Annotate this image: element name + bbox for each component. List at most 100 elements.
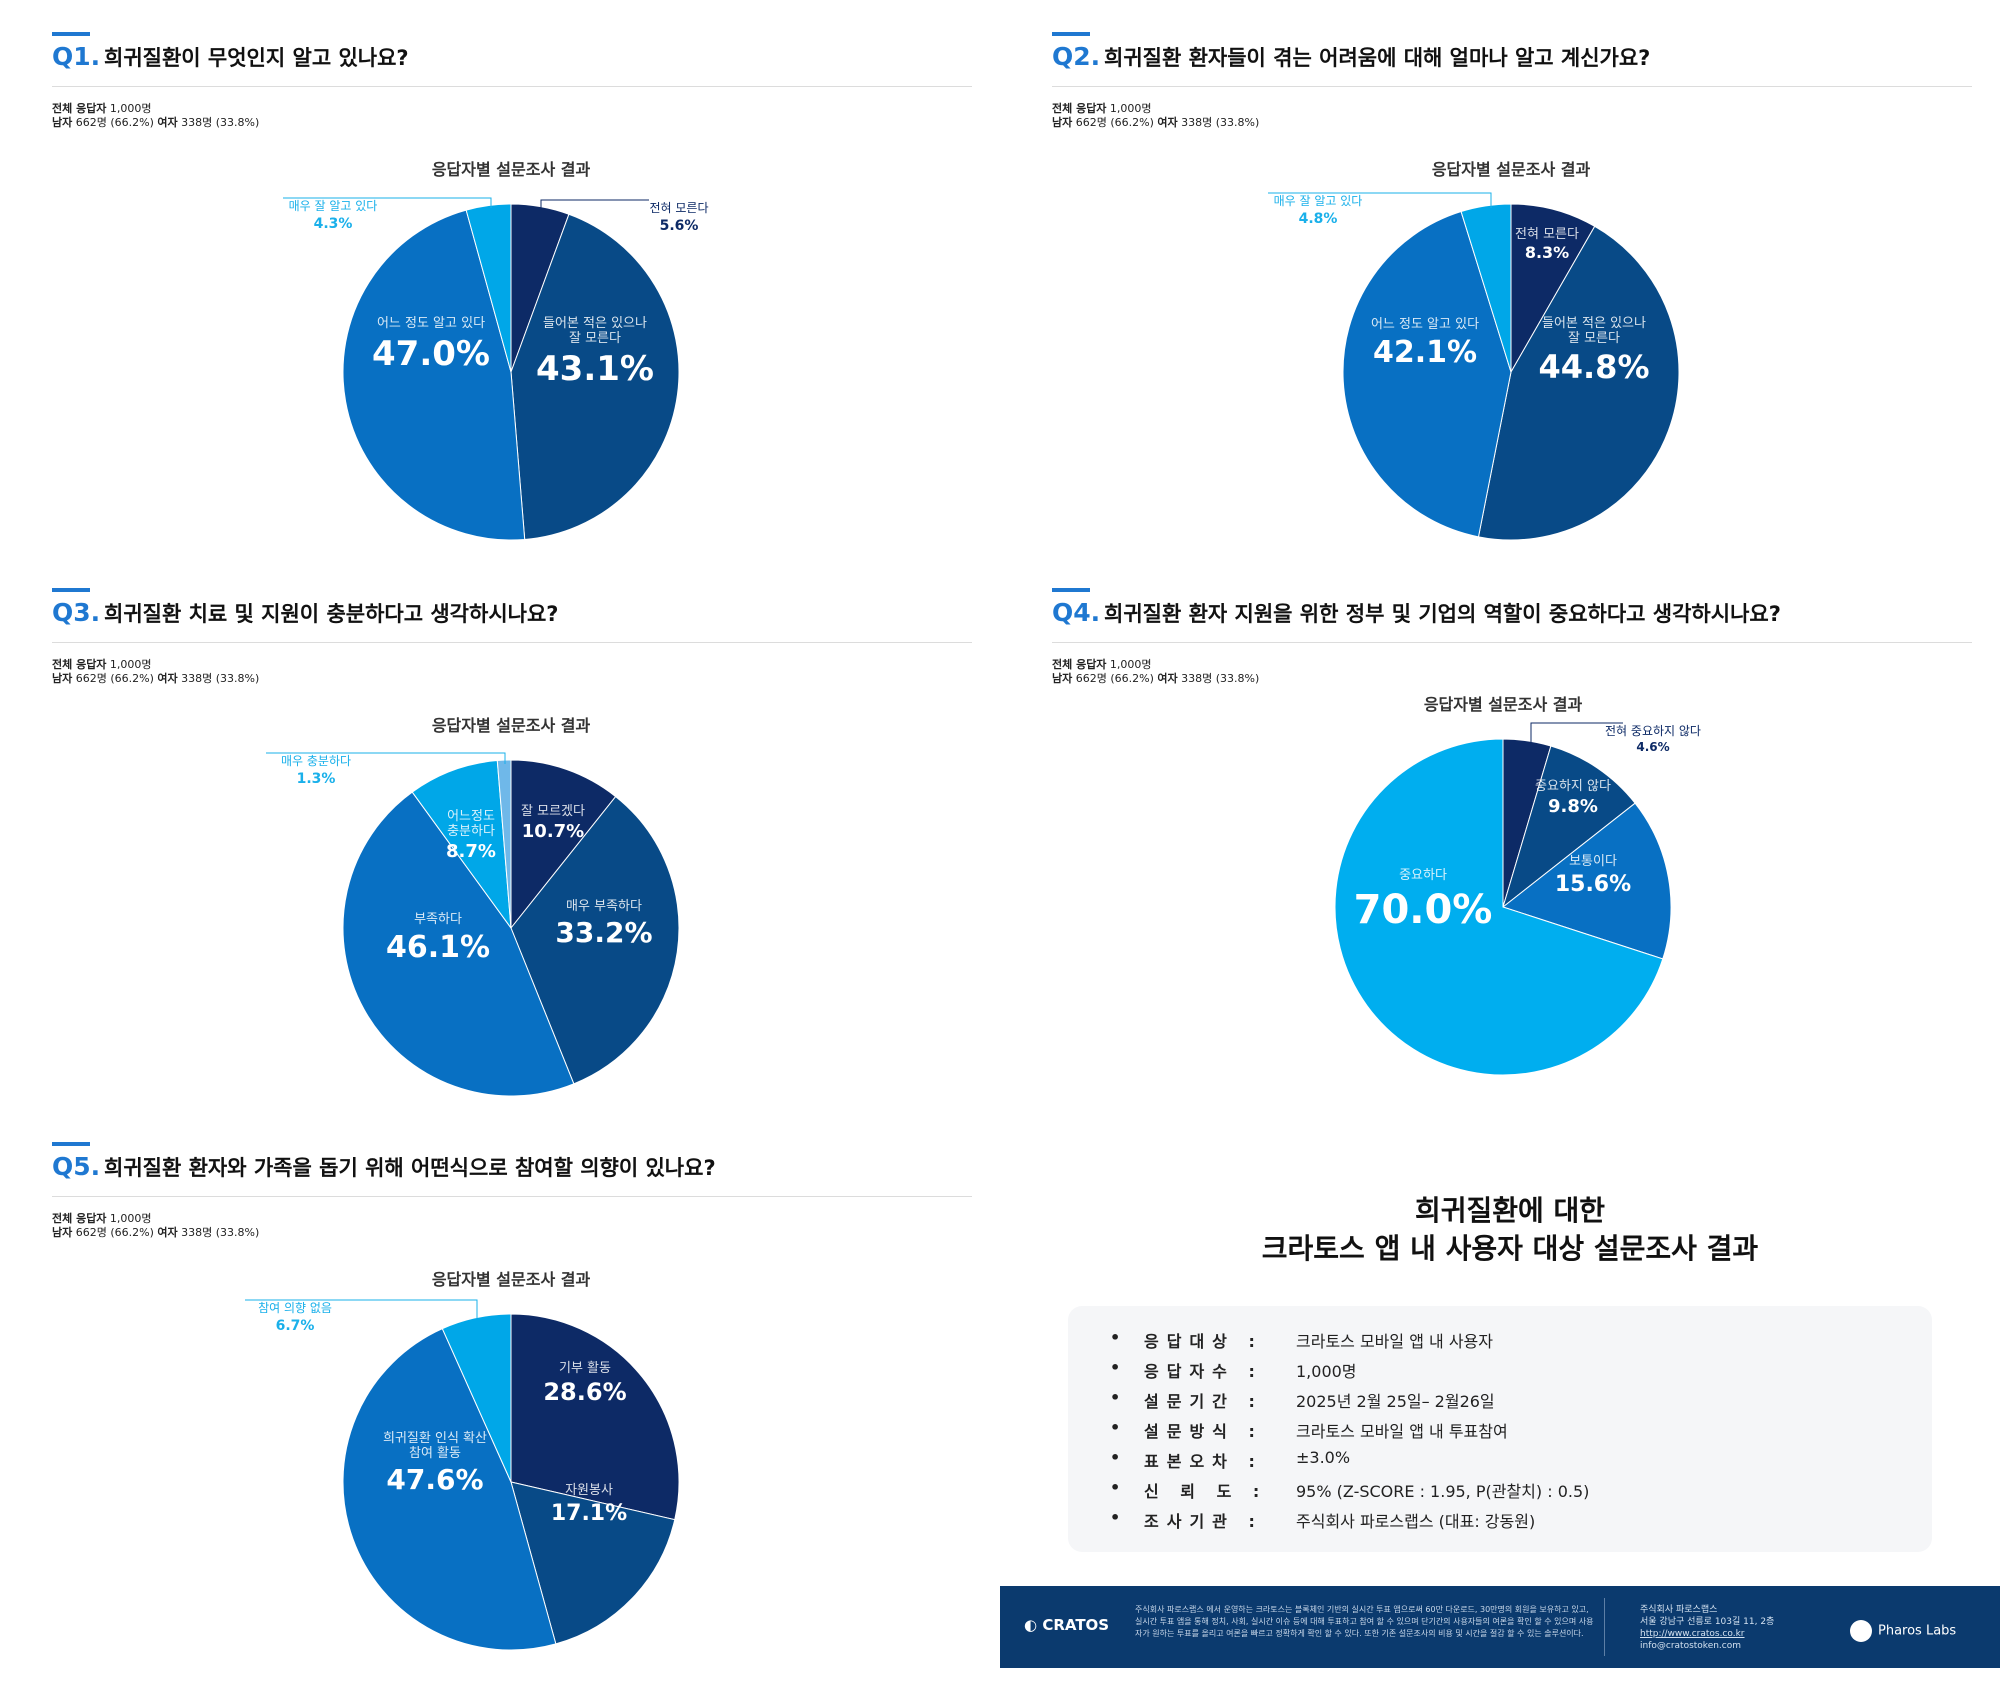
respondent-female-value: 338명 (33.8%) xyxy=(1177,672,1260,685)
respondent-male-label: 남자 xyxy=(52,1226,73,1239)
slice-label: 충분하다 xyxy=(447,824,495,839)
slice-percent: 8.3% xyxy=(1525,243,1569,262)
summary-value: 95% (Z-SCORE : 1.95, P(관찰치) : 0.5) xyxy=(1296,1482,1590,1501)
question-title: 희귀질환 환자들이 겪는 어려움에 대해 얼마나 알고 계신가요? xyxy=(1104,46,1651,70)
pie-slice xyxy=(1510,203,1596,374)
respondent-total-label: 전체 응답자 xyxy=(52,102,107,115)
summary-value: ±3.0% xyxy=(1296,1448,1351,1467)
question-divider xyxy=(1052,642,1972,643)
slice-label: 전혀 모른다 xyxy=(649,201,708,215)
footer-description: 주식회사 파로스랩스 에서 운영하는 크라토스는 블록체인 기반의 실시간 투표… xyxy=(1135,1605,1594,1638)
survey-summary-box: • 응답대상 : 크라토스 모바일 앱 내 사용자 • 응답자수 : 1,000명 • 설문기… xyxy=(1068,1306,1932,1552)
question-accent-bar xyxy=(1052,32,1090,36)
pie-slice xyxy=(1460,203,1512,373)
respondent-meta: 전체 응답자 1,000명 남자 662명 (66.2%) 여자 338명 (33… xyxy=(1052,102,1259,130)
respondent-female-label: 여자 xyxy=(157,672,178,685)
pharos-labs-icon xyxy=(1850,1620,1872,1642)
summary-label: 응답대상 : xyxy=(1144,1332,1263,1351)
question-divider xyxy=(52,86,972,87)
summary-label: 응답자수 : xyxy=(1144,1362,1263,1381)
respondent-meta: 전체 응답자 1,000명 남자 662명 (66.2%) 여자 338명 (33… xyxy=(52,658,259,686)
respondent-male-label: 남자 xyxy=(1052,116,1073,129)
respondent-female-value: 338명 (33.8%) xyxy=(177,1226,260,1239)
respondent-meta: 전체 응답자 1,000명 남자 662명 (66.2%) 여자 338명 (33… xyxy=(1052,658,1259,686)
respondent-female-label: 여자 xyxy=(1157,672,1178,685)
slice-label: 중요하지 않다 xyxy=(1535,779,1611,794)
chart-subtitle: 응답자별 설문조사 결과 xyxy=(431,716,591,735)
chart-panel-q1: Q1. 희귀질환이 무엇인지 알고 있나요? 전체 응답자 1,000명 남자 662… xyxy=(52,32,1012,572)
summary-label: 신 뢰 도 : xyxy=(1144,1482,1268,1501)
respondent-female-value: 338명 (33.8%) xyxy=(177,116,260,129)
leader-line xyxy=(283,197,492,208)
respondent-total: 전체 응답자 1,000명 xyxy=(52,1212,259,1226)
question-accent-bar xyxy=(52,1142,90,1146)
slice-label: 들어본 적은 있으나 xyxy=(1542,316,1646,331)
question-accent-bar xyxy=(52,588,90,592)
summary-value: 크라토스 모바일 앱 내 사용자 xyxy=(1296,1332,1493,1351)
slice-label: 참여 의향 없음 xyxy=(258,1301,332,1315)
slice-label: 어느정도 xyxy=(447,809,495,824)
cratos-logo-icon: ◐ xyxy=(1024,1616,1043,1634)
slice-label: 전혀 모른다 xyxy=(1515,227,1579,242)
cratos-logo: ◐ CRATOS xyxy=(1024,1616,1109,1634)
question-divider xyxy=(1052,86,1972,87)
slice-percent: 1.3% xyxy=(297,771,336,787)
respondent-total-value: 1,000명 xyxy=(1106,658,1152,671)
leader-line xyxy=(266,752,506,764)
summary-title-line2: 크라토스 앱 내 사용자 대상 설문조사 결과 xyxy=(1261,1232,1759,1265)
slice-percent: 28.6% xyxy=(543,1378,626,1406)
respondent-total-value: 1,000명 xyxy=(106,1212,152,1225)
question-accent-bar xyxy=(1052,588,1090,592)
respondent-meta: 전체 응답자 1,000명 남자 662명 (66.2%) 여자 338명 (33… xyxy=(52,1212,259,1240)
bullet-icon: • xyxy=(1110,1418,1121,1437)
summary-value: 크라토스 모바일 앱 내 투표참여 xyxy=(1296,1422,1508,1441)
respondent-female-value: 338명 (33.8%) xyxy=(177,672,260,685)
slice-percent: 17.1% xyxy=(551,1501,627,1526)
bullet-icon: • xyxy=(1110,1478,1121,1497)
respondent-meta: 전체 응답자 1,000명 남자 662명 (66.2%) 여자 338명 (33… xyxy=(52,102,259,130)
respondent-gender: 남자 662명 (66.2%) 여자 338명 (33.8%) xyxy=(1052,672,1259,686)
respondent-male-value: 662명 (66.2%) xyxy=(1072,116,1158,129)
chart-panel-q5: Q5. 희귀질환 환자와 가족을 돕기 위해 어떤식으로 참여할 의향이 있나요?… xyxy=(52,1142,1012,1682)
pie-chart: 전혀 중요하지 않다 4.6% 중요하지 않다 9.8% 보통이다 15.6% 중요하다 70… xyxy=(1334,722,1701,1076)
pie-chart: 잘 모르겠다 10.7% 매우 부족하다 33.2% 부족하다 46.1% 어느정도충분하다… xyxy=(266,752,680,1097)
respondent-total: 전체 응답자 1,000명 xyxy=(52,102,259,116)
pie-slice xyxy=(496,759,512,929)
chart-subtitle: 응답자별 설문조사 결과 xyxy=(431,1270,591,1289)
respondent-male-label: 남자 xyxy=(52,116,73,129)
bullet-icon: • xyxy=(1110,1358,1121,1377)
respondent-gender: 남자 662명 (66.2%) 여자 338명 (33.8%) xyxy=(1052,116,1259,130)
bullet-icon: • xyxy=(1110,1388,1121,1407)
slice-label: 잘 모르겠다 xyxy=(521,804,585,819)
footer-website-link[interactable]: http://www.cratos.co.kr xyxy=(1640,1629,1745,1639)
slice-percent: 4.3% xyxy=(314,216,353,232)
summary-title: 희귀질환에 대한 크라토스 앱 내 사용자 대상 설문조사 결과 xyxy=(1070,1192,1950,1268)
question-number: Q3. xyxy=(52,598,101,627)
summary-label: 조사기관 : xyxy=(1144,1512,1263,1531)
slice-percent: 5.6% xyxy=(660,218,699,234)
respondent-total-label: 전체 응답자 xyxy=(52,1212,107,1225)
question-header: Q3. 희귀질환 치료 및 지원이 충분하다고 생각하시나요? xyxy=(52,588,972,644)
respondent-total-label: 전체 응답자 xyxy=(1052,102,1107,115)
slice-percent: 42.1% xyxy=(1373,335,1477,370)
respondent-total-label: 전체 응답자 xyxy=(52,658,107,671)
respondent-total-label: 전체 응답자 xyxy=(1052,658,1107,671)
slice-percent: 43.1% xyxy=(536,349,654,389)
summary-label: 설문기간 : xyxy=(1144,1392,1263,1411)
pie-slice xyxy=(510,1481,676,1645)
respondent-total-value: 1,000명 xyxy=(106,102,152,115)
question-header: Q4. 희귀질환 환자 지원을 위한 정부 및 기업의 역할이 중요하다고 생각하… xyxy=(1052,588,1972,644)
respondent-total: 전체 응답자 1,000명 xyxy=(52,658,259,672)
bullet-icon: • xyxy=(1110,1448,1121,1467)
chart-panel-q4: Q4. 희귀질환 환자 지원을 위한 정부 및 기업의 역할이 중요하다고 생각하… xyxy=(1052,588,2000,1128)
pharos-labs-text: Pharos Labs xyxy=(1878,1623,1957,1639)
slice-percent: 4.6% xyxy=(1636,740,1669,754)
summary-title-line1: 희귀질환에 대한 xyxy=(1414,1194,1606,1227)
slice-label: 중요하다 xyxy=(1399,868,1447,883)
question-divider xyxy=(52,1196,972,1197)
respondent-male-value: 662명 (66.2%) xyxy=(1072,672,1158,685)
respondent-female-label: 여자 xyxy=(157,1226,178,1239)
slice-percent: 9.8% xyxy=(1548,796,1598,817)
